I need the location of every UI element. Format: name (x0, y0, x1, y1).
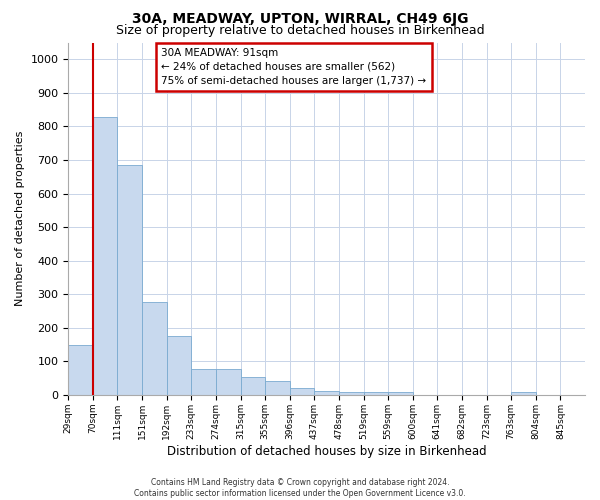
Bar (142, 302, 167, 395)
Bar (265, 381, 290, 395)
Bar (388, 392, 413, 395)
Y-axis label: Number of detached properties: Number of detached properties (15, 131, 25, 306)
Bar (241, 378, 265, 395)
Text: 30A MEADWAY: 91sqm
← 24% of detached houses are smaller (562)
75% of semi-detach: 30A MEADWAY: 91sqm ← 24% of detached hou… (161, 48, 427, 86)
Text: Size of property relative to detached houses in Birkenhead: Size of property relative to detached ho… (116, 24, 484, 37)
Text: 30A, MEADWAY, UPTON, WIRRAL, CH49 6JG: 30A, MEADWAY, UPTON, WIRRAL, CH49 6JG (132, 12, 468, 26)
Bar (511, 392, 536, 395)
Bar (339, 392, 364, 395)
Bar (314, 391, 339, 395)
Bar (93, 117, 118, 395)
Bar (167, 336, 191, 395)
Bar (118, 165, 142, 395)
Text: Contains HM Land Registry data © Crown copyright and database right 2024.
Contai: Contains HM Land Registry data © Crown c… (134, 478, 466, 498)
Bar (290, 388, 314, 395)
Bar (216, 369, 241, 395)
Bar (191, 369, 216, 395)
Bar (364, 392, 388, 395)
X-axis label: Distribution of detached houses by size in Birkenhead: Distribution of detached houses by size … (167, 444, 487, 458)
Bar (68, 346, 93, 395)
